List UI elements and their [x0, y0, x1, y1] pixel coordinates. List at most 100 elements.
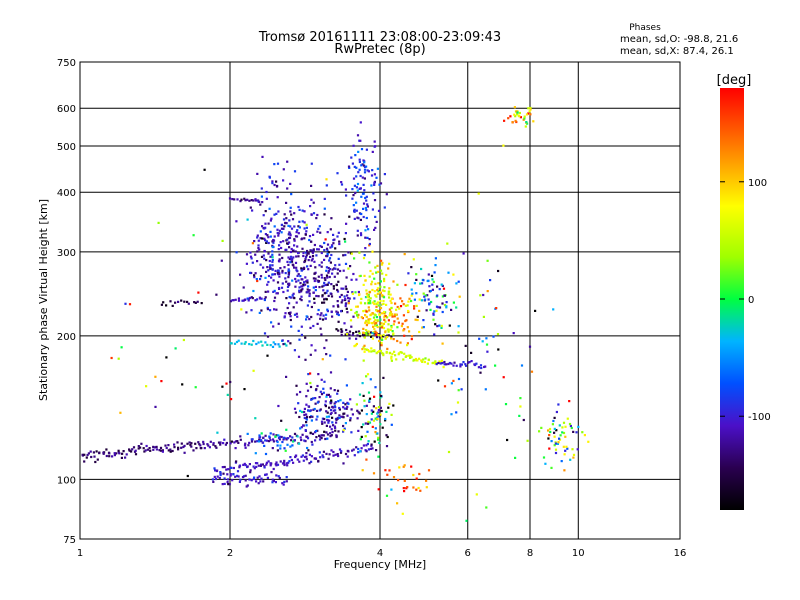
data-point — [332, 454, 335, 457]
data-point — [357, 290, 360, 294]
data-point — [371, 272, 374, 275]
data-point — [301, 247, 304, 250]
data-point — [148, 447, 151, 450]
data-point — [124, 302, 127, 305]
data-point — [271, 256, 274, 259]
data-point — [292, 440, 295, 443]
data-point — [381, 261, 384, 265]
data-point — [450, 308, 453, 311]
data-point — [345, 276, 348, 279]
data-point — [474, 363, 477, 367]
data-point — [363, 344, 366, 347]
data-point — [325, 298, 328, 301]
data-point — [369, 331, 372, 334]
data-point — [326, 276, 329, 279]
data-point — [548, 434, 551, 437]
data-point — [365, 310, 368, 313]
data-point — [372, 405, 375, 408]
data-point — [470, 360, 473, 363]
data-point — [326, 283, 329, 286]
data-point — [374, 282, 377, 285]
data-point — [325, 452, 328, 455]
data-point — [380, 326, 383, 329]
data-point — [335, 310, 338, 313]
data-point — [119, 411, 122, 414]
data-point — [385, 193, 388, 196]
data-point — [322, 456, 325, 459]
data-point — [293, 239, 296, 242]
data-point — [422, 279, 425, 282]
data-point — [174, 301, 177, 304]
data-point — [299, 436, 302, 439]
data-point — [415, 357, 418, 361]
data-point — [552, 419, 555, 423]
data-point — [165, 446, 168, 450]
data-point — [268, 259, 271, 263]
data-point — [327, 269, 331, 273]
data-point — [426, 294, 429, 297]
data-point — [336, 172, 339, 175]
data-point — [268, 207, 271, 210]
data-point — [390, 423, 393, 426]
data-point — [312, 249, 315, 253]
data-point — [373, 140, 376, 143]
data-point — [259, 275, 263, 278]
data-point — [248, 463, 251, 466]
data-point — [261, 225, 264, 228]
data-point — [216, 431, 219, 434]
data-point — [307, 290, 310, 293]
data-point — [339, 399, 342, 402]
data-point — [94, 460, 97, 464]
data-point — [315, 217, 318, 220]
data-point — [386, 473, 389, 476]
data-point — [152, 445, 155, 448]
data-point — [413, 305, 416, 308]
data-point — [357, 316, 360, 319]
data-point — [340, 183, 344, 186]
data-point — [229, 473, 232, 476]
data-point — [497, 269, 500, 273]
data-point — [393, 350, 396, 353]
data-point — [373, 290, 376, 293]
data-point — [558, 437, 561, 440]
data-point — [198, 443, 201, 446]
data-point — [113, 452, 116, 455]
data-point — [85, 456, 88, 459]
data-point — [283, 459, 286, 462]
data-point — [250, 479, 253, 482]
data-point — [320, 420, 324, 423]
data-point — [306, 291, 309, 294]
data-point — [523, 115, 526, 118]
data-point — [283, 480, 286, 483]
data-point — [331, 315, 334, 318]
data-point — [306, 265, 309, 268]
data-point — [299, 409, 302, 412]
data-point — [286, 187, 289, 190]
data-point — [365, 324, 368, 327]
data-point — [291, 250, 295, 253]
data-point — [342, 424, 345, 428]
data-point — [337, 313, 340, 317]
data-point — [467, 361, 470, 364]
data-point — [329, 408, 333, 412]
data-point — [330, 295, 334, 298]
data-point — [534, 309, 537, 312]
data-point — [372, 325, 375, 328]
data-point — [277, 248, 280, 251]
data-point — [277, 286, 281, 290]
data-point — [186, 300, 189, 303]
data-point — [354, 191, 357, 195]
data-point — [221, 385, 224, 388]
data-point — [372, 316, 376, 319]
data-point — [418, 330, 421, 334]
data-point — [169, 300, 172, 303]
data-point — [303, 227, 306, 230]
data-point — [316, 213, 319, 217]
data-point — [352, 144, 355, 147]
data-point — [365, 413, 368, 416]
data-point — [357, 313, 360, 316]
data-point — [370, 418, 373, 421]
data-point — [252, 289, 255, 293]
data-point — [306, 288, 309, 291]
data-point — [364, 348, 367, 351]
